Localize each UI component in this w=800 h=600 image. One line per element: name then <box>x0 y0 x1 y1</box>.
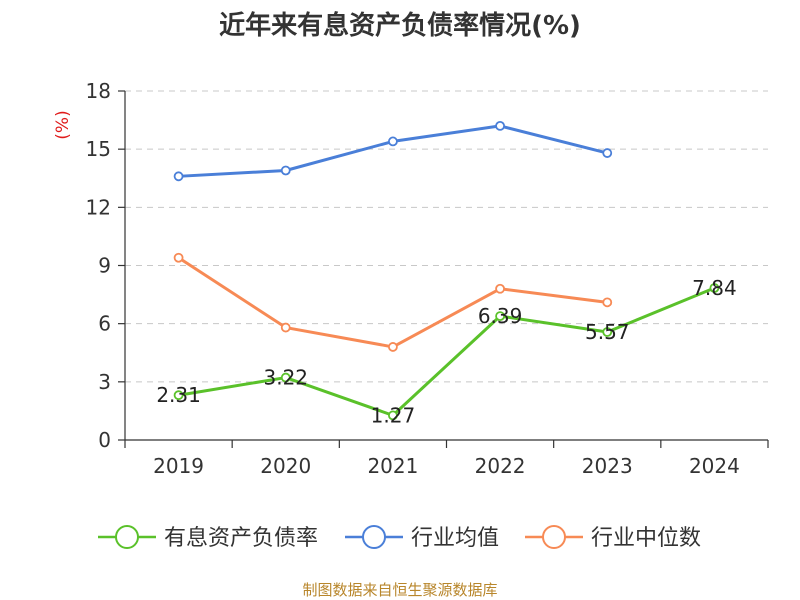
data-point <box>280 165 291 176</box>
data-label: 3.22 <box>263 366 308 390</box>
data-point <box>495 311 505 322</box>
legend-item: 行业中位数 <box>525 525 701 551</box>
data-point <box>495 283 505 294</box>
legend-label: 有息资产负债率 <box>164 526 318 551</box>
y-tick-label: 9 <box>98 254 111 278</box>
series-line <box>177 256 608 349</box>
legend-marker <box>115 525 139 549</box>
legend-item: 有息资产负债率 <box>98 525 318 551</box>
legend-label: 行业中位数 <box>591 526 701 551</box>
data-labels: 2.31 3.22 1.27 6.39 5.57 7.84 <box>156 276 736 427</box>
y-tick-label: 6 <box>98 312 111 336</box>
x-tick-label: 2024 <box>689 454 740 478</box>
y-tick-label: 18 <box>86 79 111 103</box>
x-tick-label: 2022 <box>475 454 526 478</box>
data-point <box>602 327 613 337</box>
chart-title: 近年来有息资产负债率情况(%) <box>219 10 581 41</box>
data-point <box>173 390 184 401</box>
data-label: 6.39 <box>478 304 523 328</box>
x-tick-label: 2023 <box>582 454 633 478</box>
y-tick-label: 12 <box>86 195 111 219</box>
axes: 0 3 6 9 12 15 18 2019 2020 2021 2022 2023 2024 <box>86 79 769 478</box>
legend: 有息资产负债率 行业均值 行业中位数 <box>98 525 701 551</box>
series-1 <box>173 121 613 182</box>
data-point <box>388 136 398 147</box>
y-tick-label: 0 <box>98 428 111 452</box>
x-tick-label: 2019 <box>153 454 204 478</box>
series-line <box>178 286 715 417</box>
data-point <box>495 121 505 131</box>
data-label: 7.84 <box>692 276 737 300</box>
data-point <box>173 171 184 182</box>
data-point <box>173 252 184 263</box>
legend-marker <box>542 525 566 549</box>
data-point <box>388 410 398 421</box>
legend-marker <box>362 525 386 549</box>
series-layer <box>173 121 720 421</box>
series-0 <box>173 283 720 421</box>
y-axis-unit-label: (%) <box>53 110 73 139</box>
legend-item: 行业均值 <box>345 525 499 551</box>
source-note: 制图数据来自恒生聚源数据库 <box>302 581 497 599</box>
series-2 <box>173 252 613 352</box>
data-label: 5.57 <box>585 320 630 344</box>
x-tick-label: 2021 <box>367 454 418 478</box>
data-point <box>602 297 613 308</box>
data-point <box>602 148 613 158</box>
grid-lines <box>125 90 768 383</box>
y-tick-label: 3 <box>98 370 111 394</box>
series-line <box>178 124 608 178</box>
data-point <box>280 372 291 383</box>
data-point <box>709 283 720 293</box>
y-tick-label: 15 <box>86 137 111 161</box>
data-point <box>388 342 398 352</box>
data-point <box>280 322 291 333</box>
x-tick-label: 2020 <box>260 454 311 478</box>
data-label: 1.27 <box>371 403 416 427</box>
data-label: 2.31 <box>156 383 201 407</box>
legend-label: 行业均值 <box>411 526 499 551</box>
